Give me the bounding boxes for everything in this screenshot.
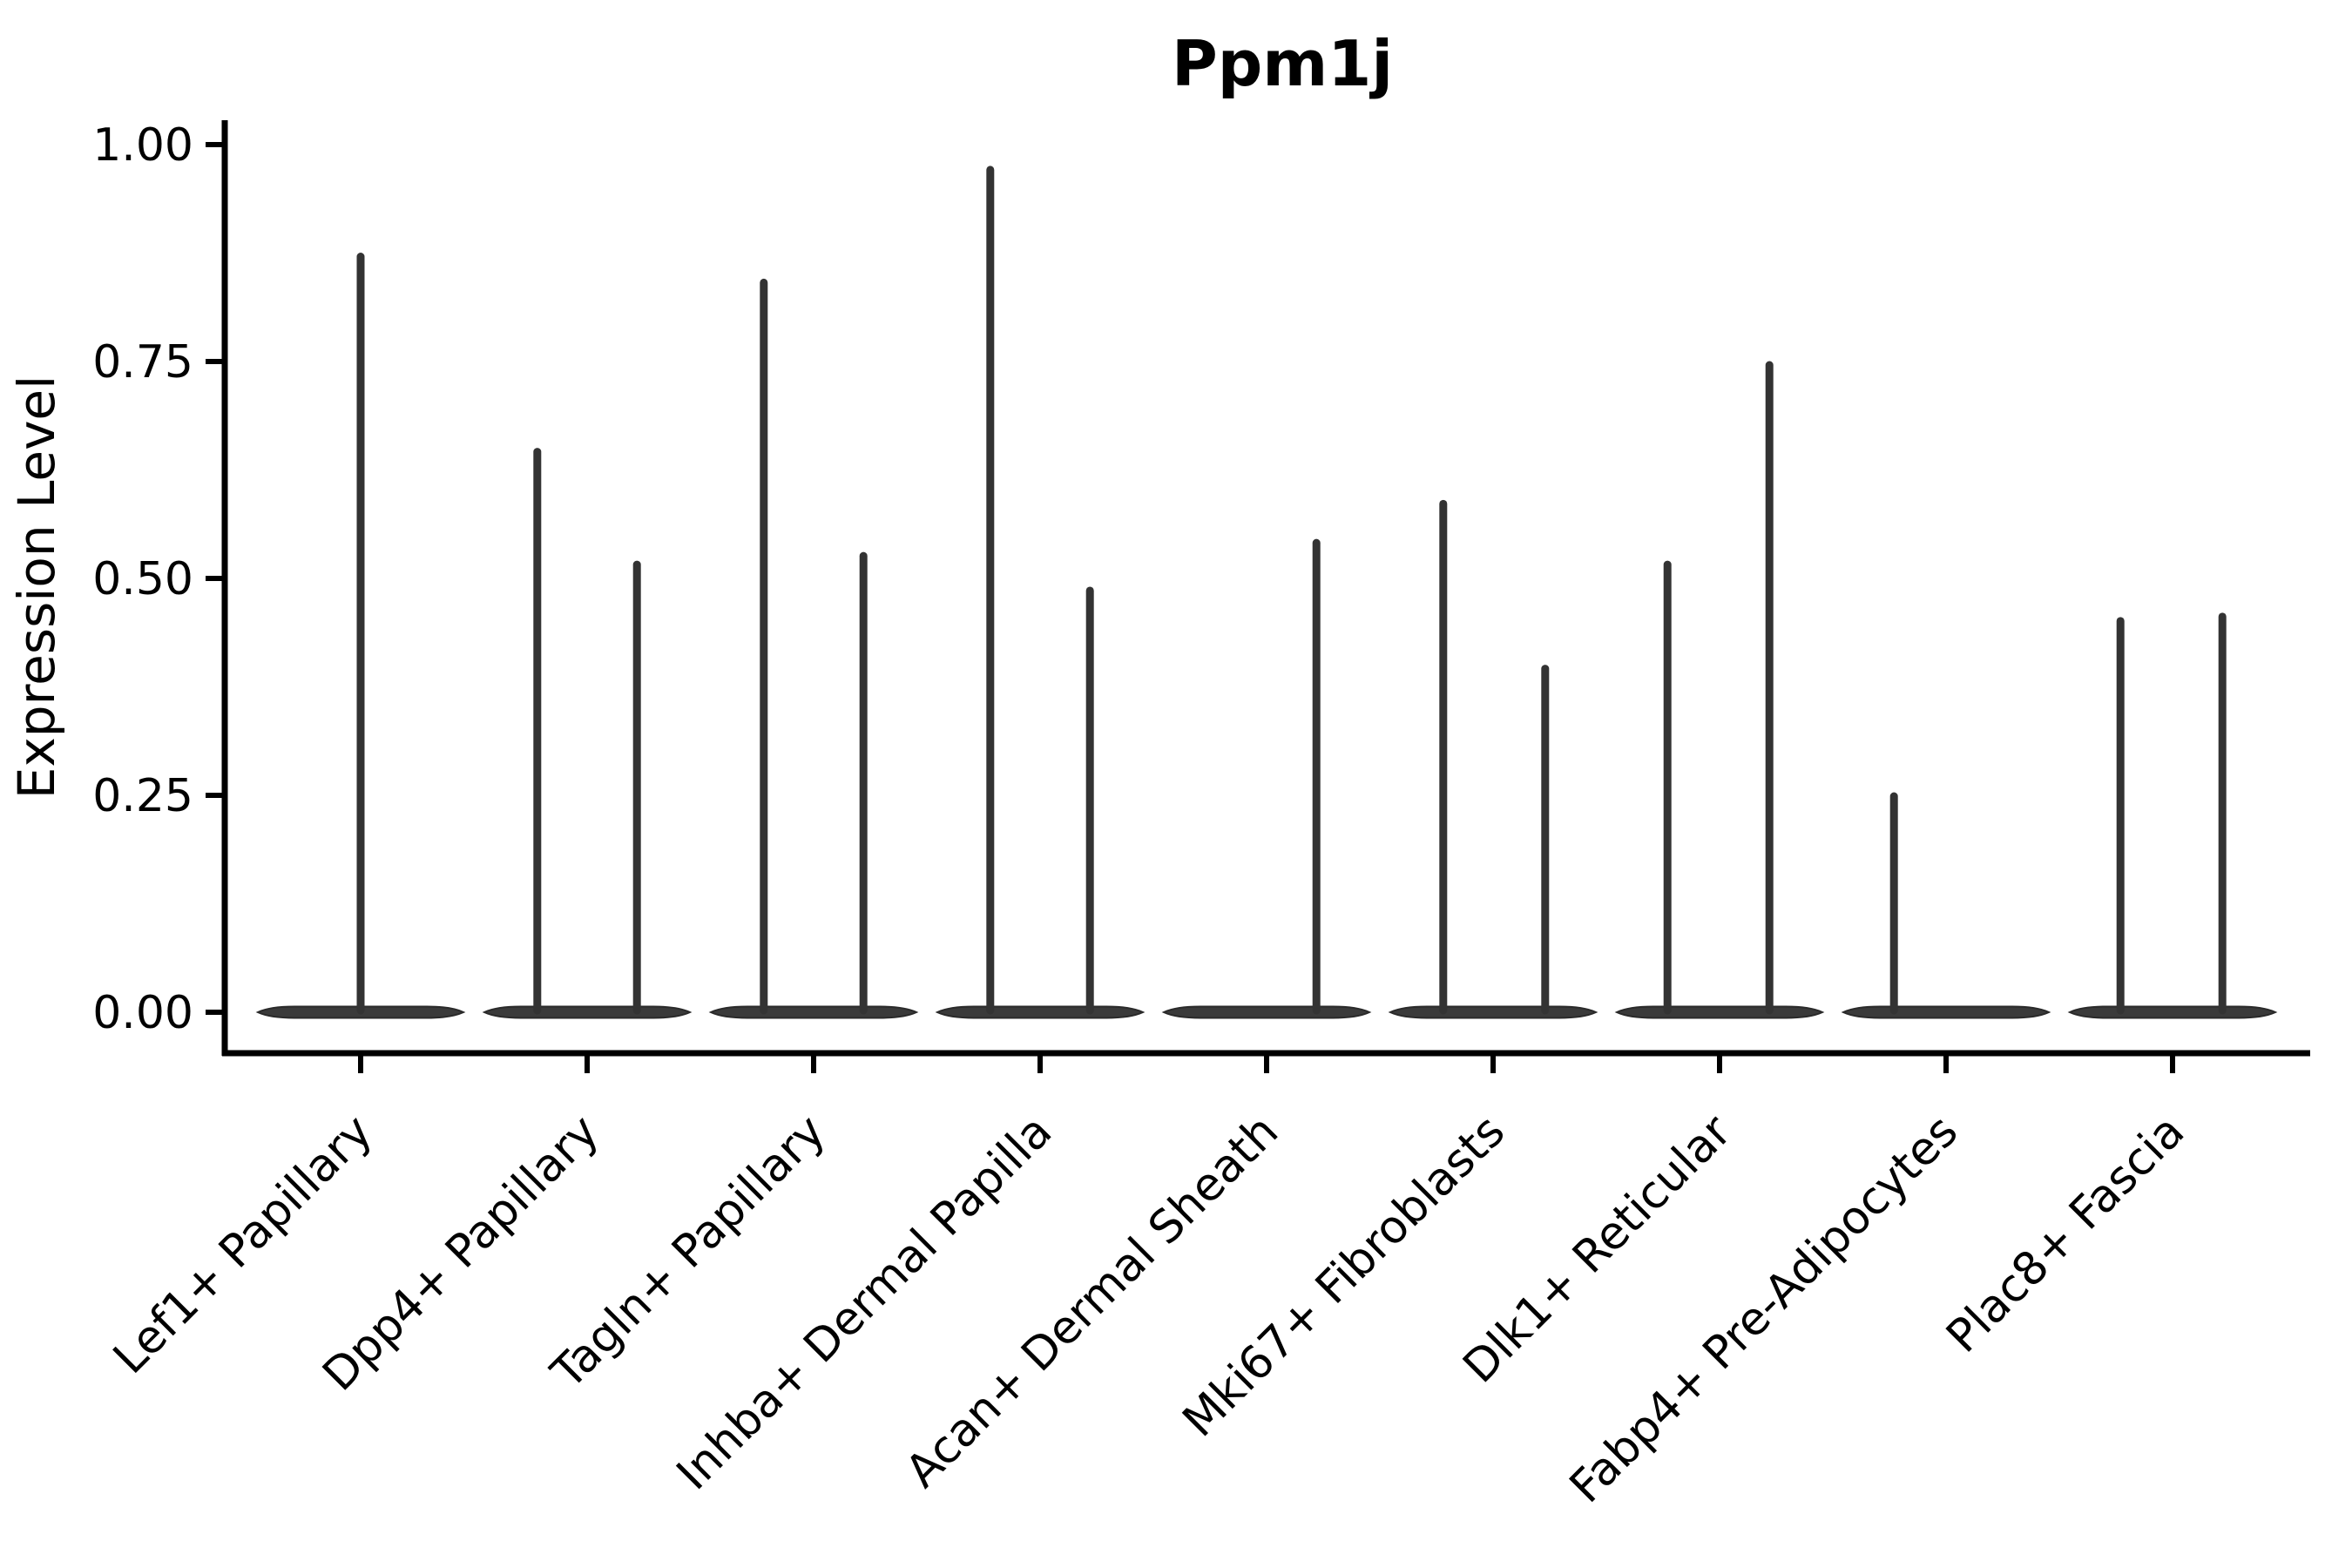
x-tick-label: Plac8+ Fascia [1936, 1105, 2194, 1363]
violin-body [1841, 1005, 2051, 1019]
violin-body [482, 1005, 693, 1019]
y-axis-ticks: 0.00 0.25 0.50 0.75 1.00 [92, 119, 225, 1039]
y-tick-label: 0.75 [92, 336, 193, 389]
y-axis-label: Expression Level [7, 375, 66, 799]
violins [255, 166, 2278, 1019]
violin-body [935, 1005, 1146, 1019]
violin-body [1388, 1005, 1598, 1019]
y-tick-label: 1.00 [92, 119, 193, 172]
x-tick-label: Acan+ Dermal Sheath [896, 1105, 1289, 1498]
violin-body [708, 1005, 919, 1019]
y-tick-label: 0.00 [92, 987, 193, 1039]
chart-title: Ppm1j [1172, 27, 1393, 100]
y-tick-label: 0.25 [92, 770, 193, 822]
violin-body [1161, 1005, 1372, 1019]
x-tick-label: Inhba+ Dermal Papilla [667, 1105, 1062, 1500]
x-tick-label: Fabp4+ Pre-Adipocytes [1560, 1105, 1968, 1513]
y-tick-label: 0.50 [92, 553, 193, 605]
violin-body [2067, 1005, 2278, 1019]
violin-body [1614, 1005, 1825, 1019]
